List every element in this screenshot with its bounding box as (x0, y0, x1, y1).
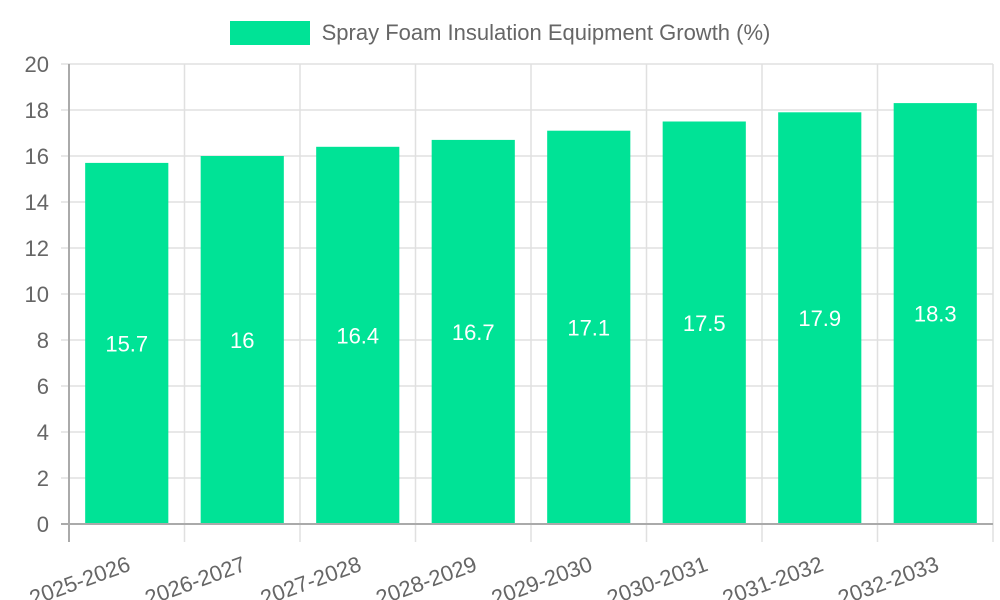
x-tick-label: 2027-2028 (257, 551, 364, 600)
y-tick-label: 2 (37, 466, 49, 491)
y-axis-ticks: 0 2 4 6 8 10 12 14 16 18 20 (25, 52, 49, 537)
bar-value-label: 16 (230, 328, 254, 353)
y-tick-label: 10 (25, 282, 49, 307)
legend-label: Spray Foam Insulation Equipment Growth (… (321, 20, 771, 45)
bar[interactable] (893, 103, 977, 524)
bar[interactable] (547, 130, 631, 524)
y-tick-label: 6 (37, 374, 49, 399)
y-tick-label: 20 (25, 52, 49, 77)
x-tick-label: 2025-2026 (26, 551, 133, 600)
legend-swatch (229, 21, 310, 45)
bar[interactable] (662, 121, 746, 525)
bar-value-label: 18.3 (914, 302, 957, 327)
bar-value-label: 17.5 (683, 311, 726, 336)
y-tick-label: 8 (37, 328, 49, 353)
bars: 15.7 16 16.4 16.7 17.1 17.5 17.9 18.3 (85, 103, 977, 525)
bar[interactable] (316, 146, 400, 525)
bar[interactable] (200, 156, 284, 524)
bar-value-label: 17.9 (798, 306, 841, 331)
bar[interactable] (431, 139, 515, 524)
bar-value-label: 15.7 (105, 331, 148, 356)
x-axis-ticks: 2025-2026 2026-2027 2027-2028 2028-2029 2029… (26, 551, 942, 600)
bar-value-label: 16.4 (336, 323, 379, 348)
y-tick-label: 0 (37, 512, 49, 537)
axes (61, 64, 993, 542)
x-tick-label: 2031-2032 (719, 551, 826, 600)
y-tick-label: 16 (25, 144, 49, 169)
x-tick-label: 2030-2031 (604, 551, 711, 600)
bar-value-label: 16.7 (452, 320, 495, 345)
bar-value-label: 17.1 (567, 315, 610, 340)
x-tick-label: 2026-2027 (142, 551, 249, 600)
y-tick-label: 4 (37, 420, 49, 445)
y-tick-label: 14 (25, 190, 49, 215)
bar[interactable] (85, 162, 169, 524)
x-tick-label: 2028-2029 (373, 551, 480, 600)
y-tick-label: 12 (25, 236, 49, 261)
bar[interactable] (778, 112, 862, 525)
y-tick-label: 18 (25, 98, 49, 123)
x-tick-label: 2032-2033 (835, 551, 942, 600)
chart-legend[interactable]: Spray Foam Insulation Equipment Growth (… (0, 18, 1000, 48)
x-tick-label: 2029-2030 (488, 551, 595, 600)
